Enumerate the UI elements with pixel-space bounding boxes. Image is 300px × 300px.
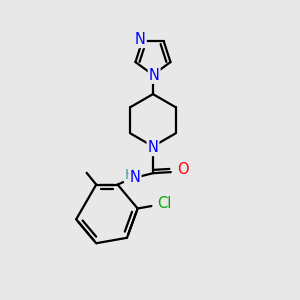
- Text: H: H: [125, 168, 135, 182]
- Text: N: N: [149, 68, 160, 83]
- Text: N: N: [148, 140, 158, 155]
- Text: N: N: [130, 170, 141, 185]
- Text: Cl: Cl: [157, 196, 172, 211]
- Text: O: O: [178, 162, 189, 177]
- Text: N: N: [135, 32, 146, 47]
